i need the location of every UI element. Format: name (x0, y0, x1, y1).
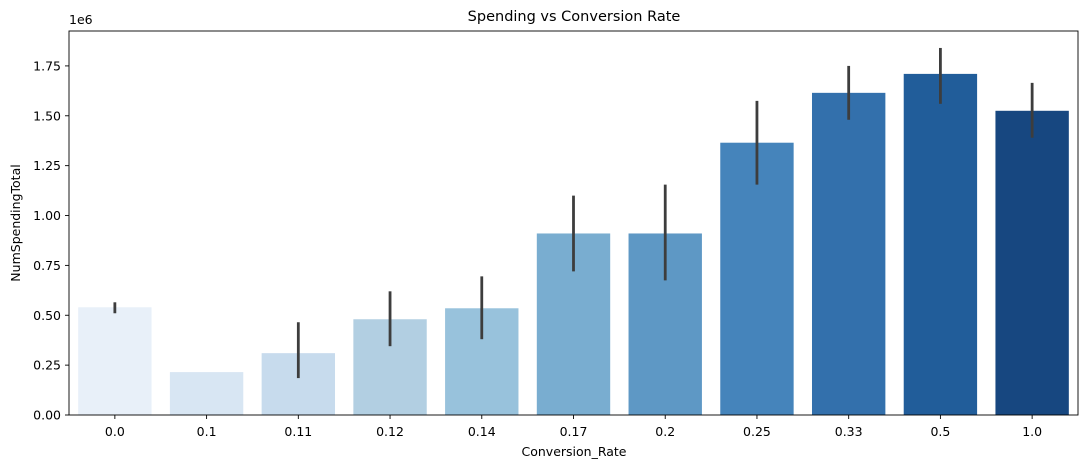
bars (78, 73, 1069, 416)
bar-1.0 (995, 110, 1069, 415)
x-tick-label-0.17: 0.17 (560, 424, 588, 439)
x-tick-label-1.0: 1.0 (1022, 424, 1042, 439)
plot-frame (68, 30, 1079, 416)
bar-0.0 (78, 307, 152, 415)
bar-0.33 (811, 92, 886, 415)
y-multiplier-label: 1e6 (69, 12, 93, 27)
y-tick-label-1.00: 1.00 (33, 208, 61, 223)
x-tick-label-0.14: 0.14 (468, 424, 496, 439)
x-tick-label-0.5: 0.5 (930, 424, 950, 439)
x-tick-label-0.33: 0.33 (835, 424, 863, 439)
y-axis-label: NumSpendingTotal (8, 164, 23, 281)
x-axis-label: Conversion_Rate (522, 444, 627, 459)
y-tick-label-1.50: 1.50 (33, 108, 61, 123)
x-tick-label-0.12: 0.12 (376, 424, 404, 439)
y-tick-label-0.75: 0.75 (33, 258, 61, 273)
y-tick-label-0.50: 0.50 (33, 308, 61, 323)
y-tick-label-1.25: 1.25 (33, 158, 61, 173)
bar-0.1 (169, 372, 244, 415)
bar-0.5 (903, 73, 978, 416)
error-bars (113, 47, 1034, 379)
y-tick-label-1.75: 1.75 (33, 58, 61, 73)
x-tick-label-0.11: 0.11 (284, 424, 312, 439)
x-tick-label-0.0: 0.0 (105, 424, 125, 439)
y-tick-label-0.00: 0.00 (33, 408, 61, 423)
chart-title: Spending vs Conversion Rate (468, 9, 681, 25)
x-tick-label-0.25: 0.25 (743, 424, 771, 439)
x-tick-label-0.1: 0.1 (197, 424, 217, 439)
y-tick-label-0.25: 0.25 (33, 358, 61, 373)
bar-0.25 (720, 142, 794, 415)
x-tick-label-0.2: 0.2 (655, 424, 675, 439)
x-axis-ticks: 0.0 0.1 0.11 0.12 0.14 0.17 0.2 0.25 0.33 0.5 1.0 (105, 415, 1042, 439)
y-axis-ticks: 0.00 0.25 0.50 0.75 1.00 1.25 1.50 1.75 (33, 58, 69, 423)
